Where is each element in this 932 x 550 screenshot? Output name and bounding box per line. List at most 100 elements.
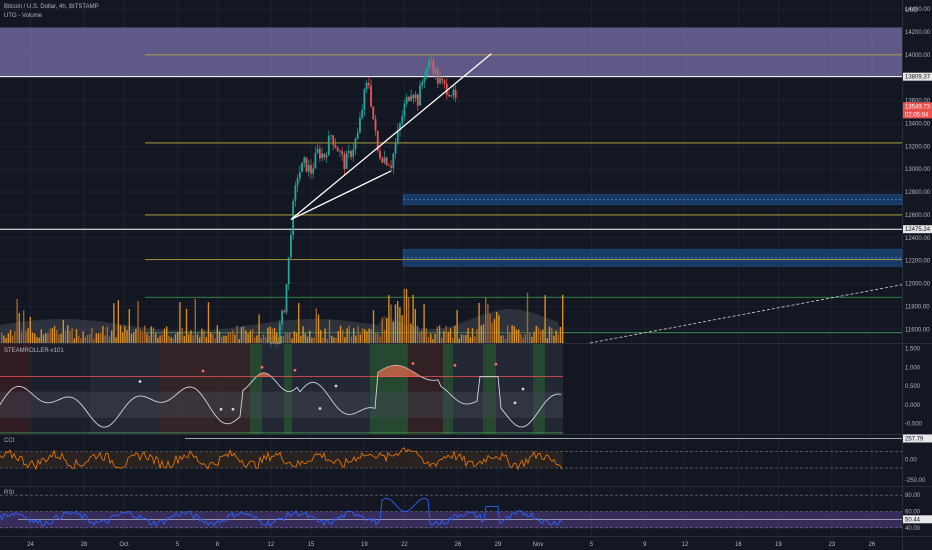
volume-bar	[421, 330, 423, 343]
candle-body	[290, 234, 292, 258]
volume-bar	[12, 335, 14, 343]
candle-body	[399, 123, 401, 131]
volume-bar	[67, 325, 69, 343]
volume-bar	[529, 333, 531, 343]
volume-bar	[236, 325, 238, 343]
volume-bar	[218, 331, 221, 343]
candle-body	[396, 130, 399, 144]
cci-line	[0, 447, 563, 471]
volume-bar	[75, 329, 78, 343]
volume-bar	[177, 332, 179, 343]
volume-bar	[49, 328, 51, 343]
volume-bar	[531, 336, 533, 343]
candle-body	[272, 342, 275, 344]
volume-bar	[249, 330, 251, 343]
candle-body	[303, 157, 306, 163]
candle-body	[314, 152, 317, 169]
volume-bar	[436, 326, 438, 343]
rsi-band	[0, 511, 902, 528]
volume-bar	[364, 329, 366, 343]
volume-bar	[47, 332, 49, 343]
volume-bar	[280, 335, 282, 343]
candle-body	[274, 341, 277, 344]
steamroller-signal-dot	[219, 407, 223, 411]
low-level-badge: 12475.24	[905, 227, 931, 233]
candle-body	[394, 143, 397, 154]
volume-bar	[223, 335, 225, 343]
candle-body	[428, 60, 430, 69]
steamroller-shade	[90, 344, 160, 434]
volume-bar	[335, 337, 337, 343]
steamroller-tick-label: -0.500	[905, 422, 923, 428]
steamroller-shade	[453, 344, 483, 434]
candle-body	[392, 153, 395, 168]
ascending-trendline	[290, 53, 492, 221]
steamroller-signal-dot	[513, 401, 517, 405]
volume-bar	[243, 326, 245, 343]
volume-bar	[251, 329, 254, 343]
volume-bar	[535, 325, 537, 343]
candle-body	[352, 149, 355, 157]
volume-bar	[537, 327, 540, 343]
volume-bar	[368, 328, 370, 343]
steamroller-signal-dot	[138, 380, 142, 383]
volume-bar	[399, 307, 401, 343]
volume-bar	[427, 337, 430, 343]
candle-body	[414, 94, 417, 99]
volume-bar	[40, 329, 42, 343]
volume-bar	[295, 332, 298, 343]
volume-bar	[287, 333, 289, 343]
steamroller-shade	[30, 344, 90, 434]
volume-bar	[181, 327, 183, 343]
candle-body	[423, 76, 426, 82]
low-level-badge-bg	[903, 225, 932, 234]
cci-badge-bg	[903, 434, 932, 443]
volume-bar	[36, 337, 38, 343]
volume-bar	[540, 330, 542, 343]
volume-bar	[82, 331, 84, 343]
candle-body	[327, 136, 330, 156]
volume-bar	[207, 302, 210, 343]
volume-bar	[487, 304, 489, 343]
steamroller-label: STEAMROLLER-v101	[4, 348, 64, 354]
volume-bar	[225, 335, 227, 343]
steamroller-tick-label: 1.500	[905, 347, 921, 353]
volume-bar	[546, 338, 548, 343]
countdown-badge: 02:05:04	[905, 112, 929, 118]
steamroller-shade	[443, 344, 453, 434]
candle-body	[301, 162, 303, 173]
volume-bar	[71, 327, 73, 343]
candle-body	[345, 153, 348, 169]
steamroller-neutral-band	[0, 391, 563, 418]
volume-bar	[309, 330, 311, 343]
candle-body	[405, 96, 408, 104]
volume-bar	[188, 334, 190, 343]
steamroller-signal-dot	[494, 362, 498, 366]
volume-bar	[106, 326, 108, 343]
volume-bar	[115, 337, 117, 343]
candle-body	[359, 117, 361, 133]
volume-bar	[192, 335, 194, 343]
x-tick-label: 12	[682, 542, 689, 548]
volume-bar	[146, 333, 148, 343]
volume-bar	[258, 314, 260, 343]
volume-bar	[298, 302, 300, 343]
volume-bar	[333, 337, 335, 343]
candle-body	[347, 151, 350, 154]
steamroller-signal-dot	[260, 365, 264, 369]
volume-bar	[551, 327, 553, 343]
candle-body	[416, 94, 419, 106]
volume-bar	[306, 336, 309, 343]
volume-bar	[518, 329, 520, 343]
volume-bar	[394, 304, 397, 343]
high-level-badge: 13809.37	[905, 75, 931, 81]
x-tick-label: 29	[495, 542, 502, 548]
candle-body	[401, 116, 404, 124]
volume-bar	[390, 304, 392, 343]
candle-body	[305, 157, 308, 172]
trendline-lower	[290, 170, 392, 221]
volume-bar	[379, 336, 381, 343]
high-level-badge-bg	[903, 72, 932, 81]
volume-bar	[78, 335, 80, 343]
